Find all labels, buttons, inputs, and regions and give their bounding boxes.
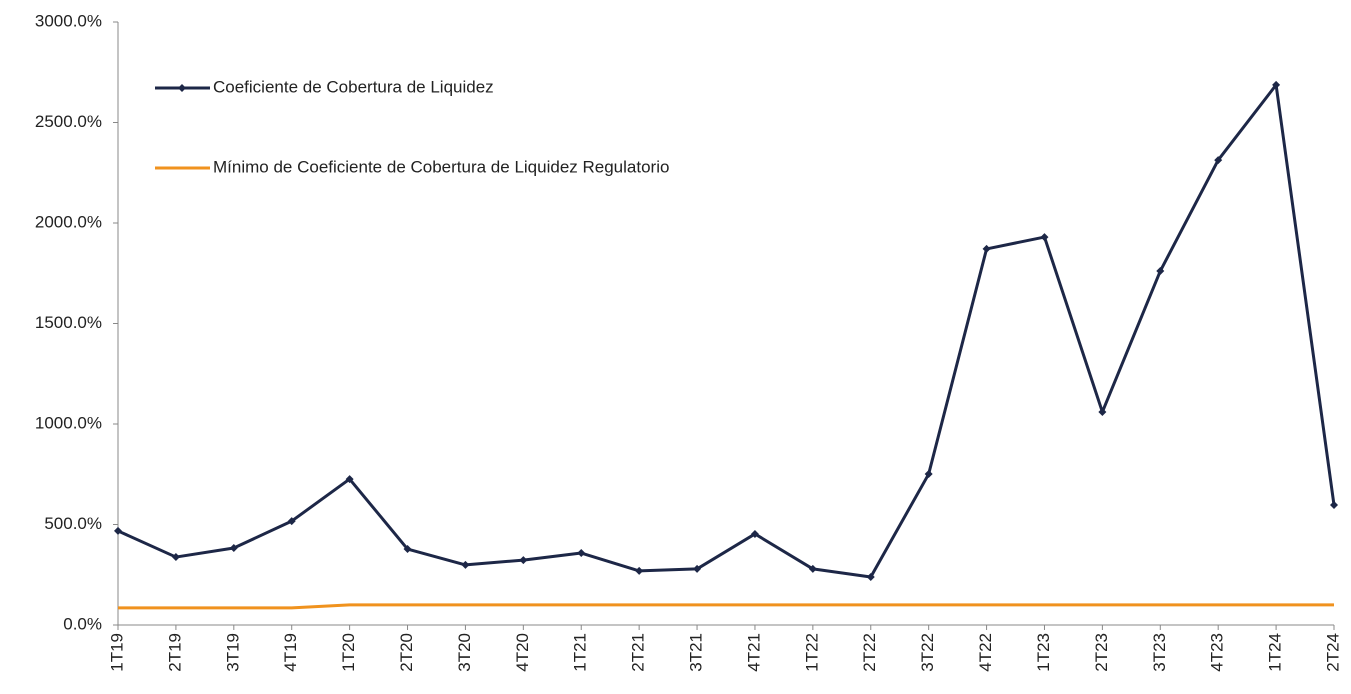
point — [345, 475, 354, 484]
x-tick-label: 1T23 — [1034, 633, 1053, 672]
x-tick-label: 2T24 — [1323, 633, 1342, 672]
x-tick-label: 1T21 — [571, 633, 590, 672]
point — [693, 564, 702, 573]
y-tick-label: 500.0% — [44, 514, 102, 533]
point — [808, 564, 817, 573]
point — [577, 549, 586, 558]
x-tick-label: 4T23 — [1208, 633, 1227, 672]
x-tick-label: 1T24 — [1266, 633, 1285, 672]
legend-label: Mínimo de Coeficiente de Cobertura de Li… — [213, 157, 669, 176]
x-tick-label: 4T20 — [513, 633, 532, 672]
legend-label: Coeficiente de Cobertura de Liquidez — [213, 77, 494, 96]
point — [287, 517, 296, 526]
series-line — [117, 83, 1336, 579]
x-tick-label: 4T22 — [976, 633, 995, 672]
point — [1156, 267, 1165, 276]
point — [982, 244, 991, 253]
point — [229, 544, 238, 553]
point — [1040, 233, 1049, 242]
point — [1214, 156, 1223, 165]
x-tick-label: 3T22 — [918, 633, 937, 672]
y-tick-label: 1500.0% — [35, 313, 102, 332]
point — [114, 526, 122, 535]
legend-marker — [178, 84, 186, 92]
point — [171, 553, 180, 562]
x-tick-label: 2T21 — [629, 633, 648, 672]
x-tick-label: 3T20 — [455, 633, 474, 672]
x-tick-label: 2T23 — [1092, 633, 1111, 672]
point — [1098, 407, 1107, 416]
point — [1330, 501, 1338, 510]
x-tick-label: 1T22 — [802, 633, 821, 672]
x-tick-label: 2T19 — [165, 633, 184, 672]
point — [1272, 80, 1281, 89]
y-tick-label: 3000.0% — [35, 11, 102, 30]
point — [635, 566, 644, 575]
y-tick-label: 0.0% — [63, 614, 102, 633]
x-tick-label: 1T19 — [107, 633, 126, 672]
x-tick-label: 3T23 — [1150, 633, 1169, 672]
x-tick-label: 4T21 — [744, 633, 763, 672]
point — [750, 529, 759, 538]
series-line — [118, 603, 1334, 610]
point — [461, 560, 470, 569]
x-tick-label: 1T20 — [339, 633, 358, 672]
y-tick-label: 1000.0% — [35, 413, 102, 432]
x-tick-label: 3T21 — [687, 633, 706, 672]
y-tick-label: 2000.0% — [35, 212, 102, 231]
x-tick-label: 2T22 — [860, 633, 879, 672]
point — [519, 556, 528, 565]
point — [403, 545, 412, 554]
point — [924, 470, 933, 479]
x-tick-label: 2T20 — [397, 633, 416, 672]
y-tick-label: 2500.0% — [35, 112, 102, 131]
point — [866, 572, 875, 581]
x-tick-label: 3T19 — [223, 633, 242, 672]
x-tick-label: 4T19 — [281, 633, 300, 672]
